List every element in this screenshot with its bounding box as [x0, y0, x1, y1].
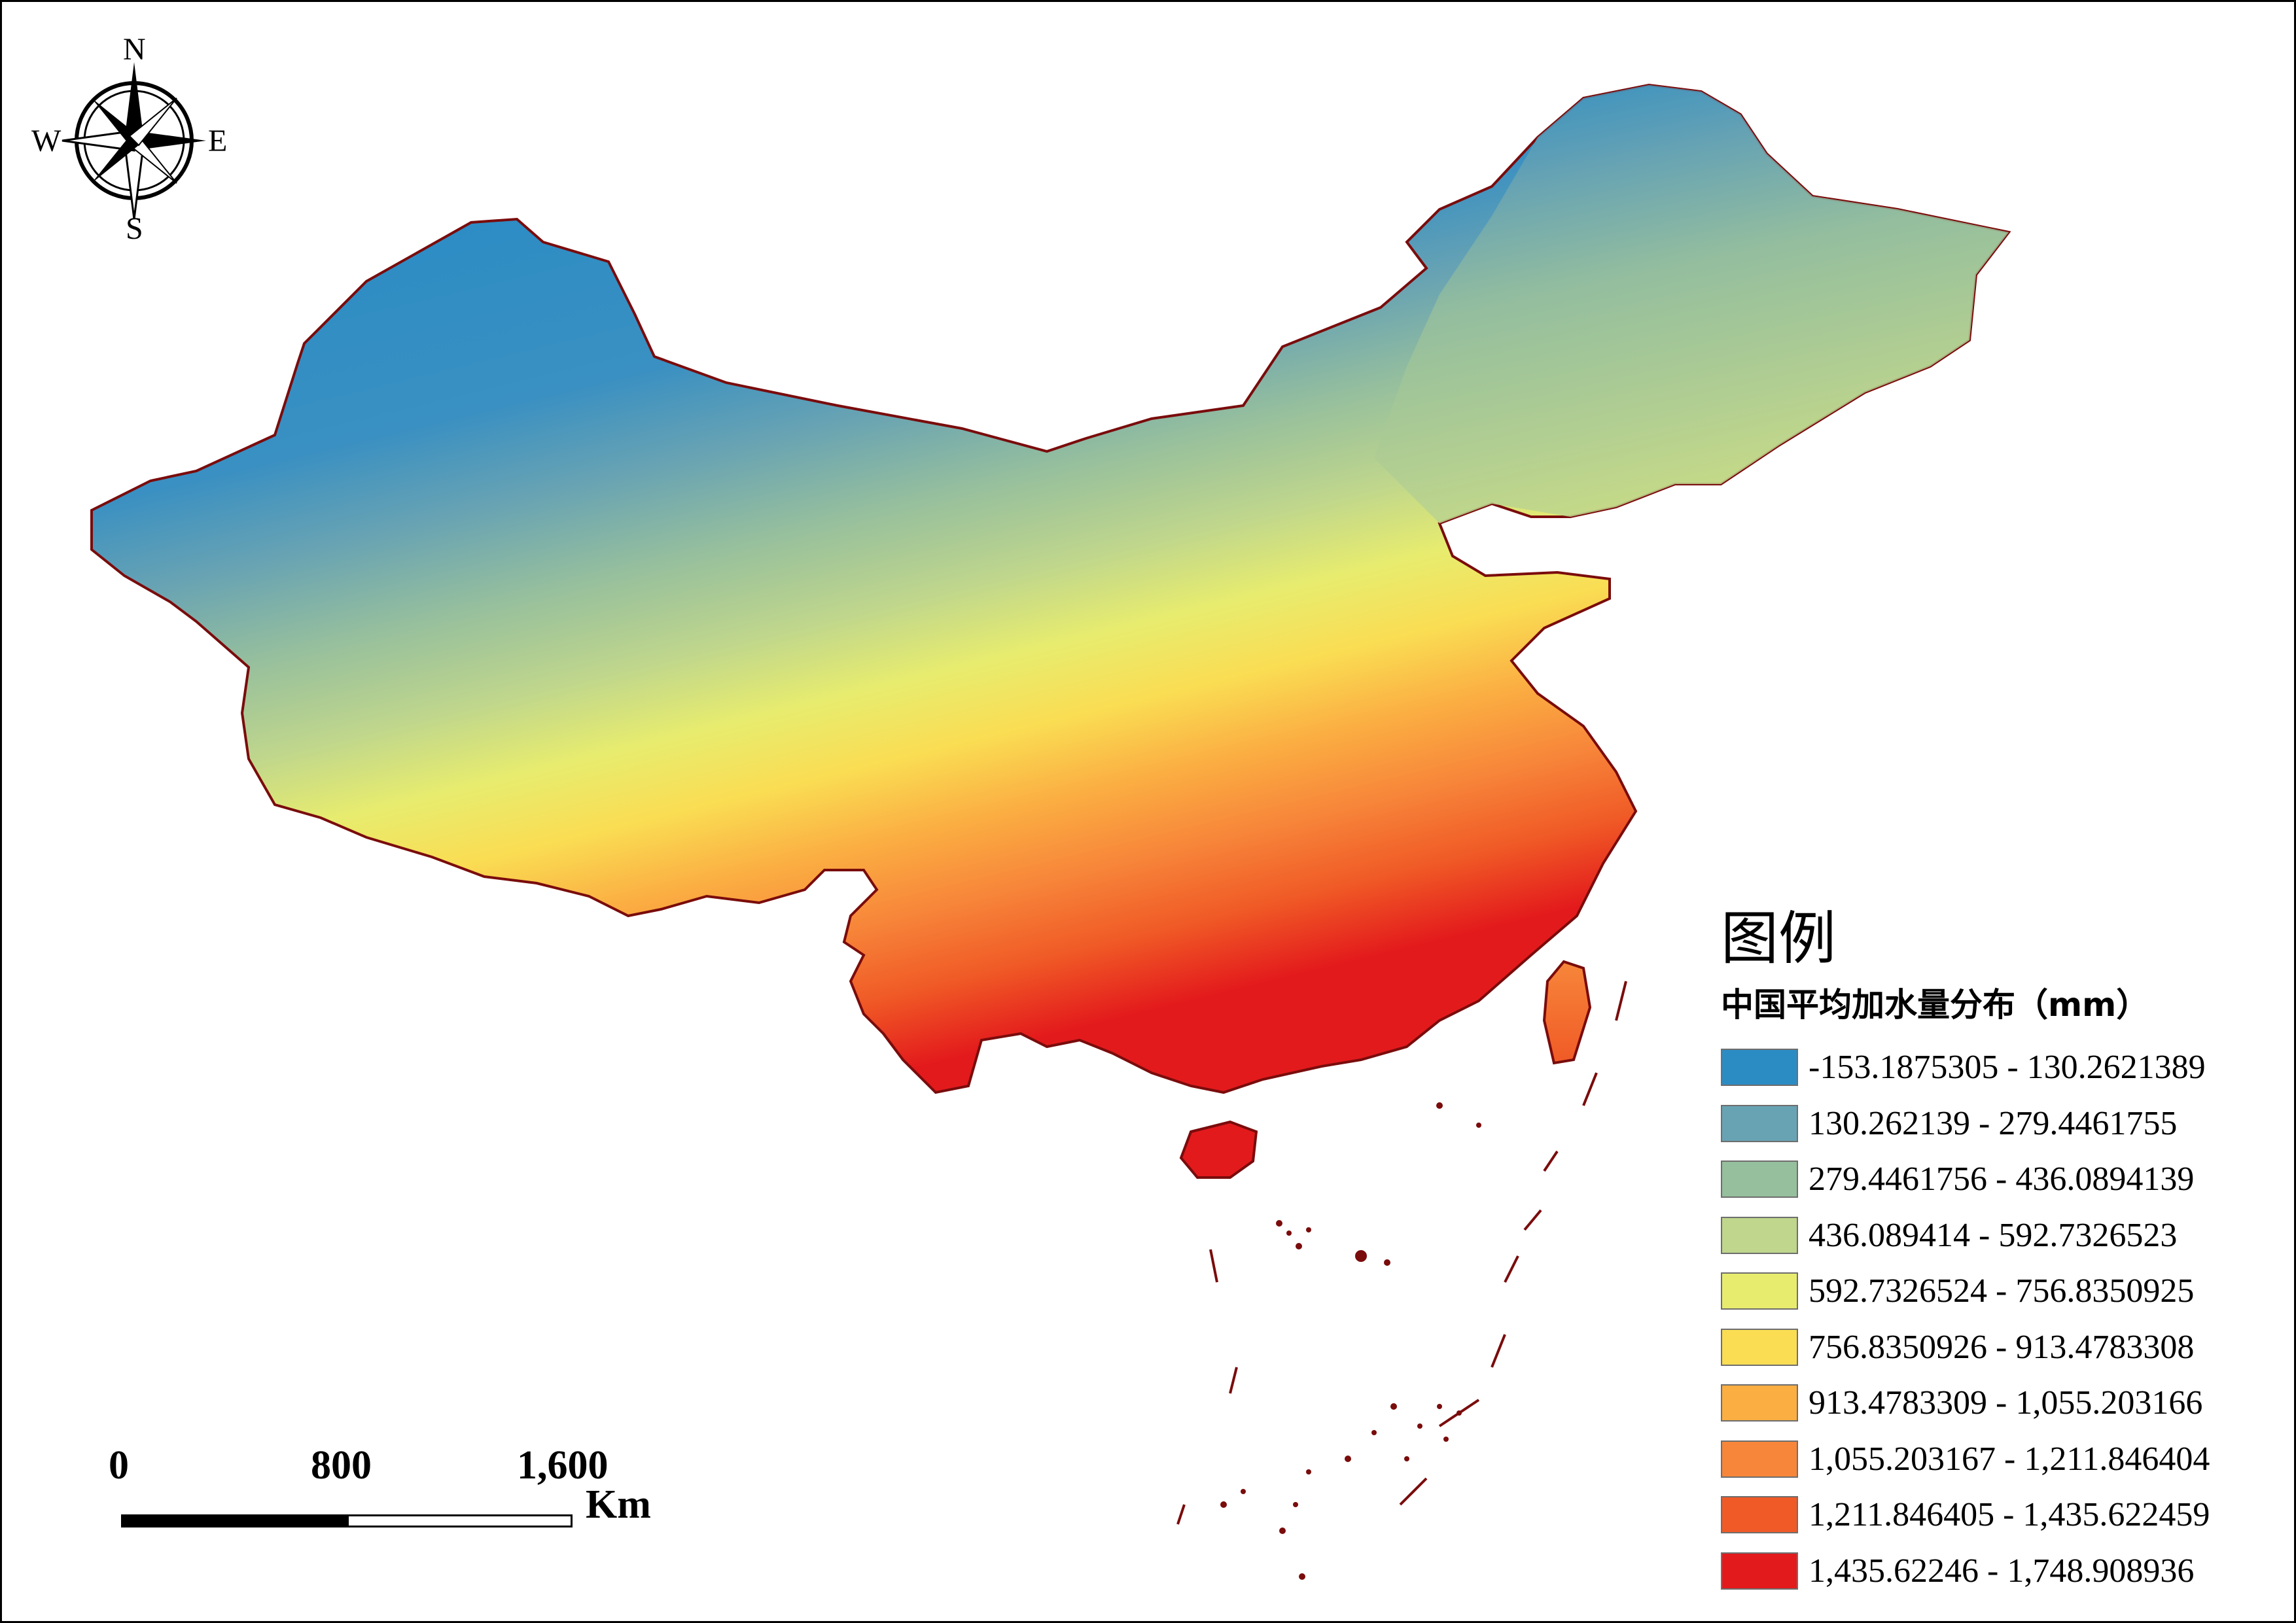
legend-label: 130.262139 - 279.4461755	[1809, 1104, 2178, 1142]
compass-south: S	[126, 211, 143, 246]
legend-swatch	[1721, 1328, 1798, 1366]
hainan-island	[1179, 1120, 1258, 1179]
legend-item: 1,211.846405 - 1,435.622459	[1721, 1487, 2284, 1543]
legend-swatch	[1721, 1272, 1798, 1310]
south-sea-islands	[1220, 1102, 1481, 1580]
legend-item: 913.4783309 - 1,055.203166	[1721, 1375, 2284, 1431]
scale-bar: 0 800 1,600 Km	[105, 1442, 694, 1547]
legend-item: 592.7326524 - 756.8350925	[1721, 1263, 2284, 1319]
compass-north: N	[123, 32, 146, 67]
legend-swatch	[1721, 1049, 1798, 1087]
legend-label: 279.4461756 - 436.0894139	[1809, 1161, 2195, 1198]
legend-item: 756.8350926 - 913.4783308	[1721, 1319, 2284, 1376]
scale-unit: Km	[586, 1482, 651, 1527]
legend-swatch	[1721, 1496, 1798, 1534]
taiwan-island	[1542, 960, 1592, 1065]
legend-swatch	[1721, 1216, 1798, 1254]
compass-east: E	[208, 124, 228, 158]
legend-label: 436.089414 - 592.7326523	[1809, 1216, 2178, 1254]
legend-label: 1,211.846405 - 1,435.622459	[1809, 1496, 2210, 1534]
legend-item: 130.262139 - 279.4461755	[1721, 1096, 2284, 1152]
legend-item: 436.089414 - 592.7326523	[1721, 1208, 2284, 1264]
legend-item: -153.1875305 - 130.2621389	[1721, 1039, 2284, 1096]
legend-label: 1,435.62246 - 1,748.908936	[1809, 1552, 2195, 1590]
northeast-region	[1374, 85, 2009, 523]
north-arrow: N S W E	[26, 26, 242, 246]
legend-swatch	[1721, 1440, 1798, 1478]
legend-label: 756.8350926 - 913.4783308	[1809, 1328, 2195, 1366]
legend-label: -153.1875305 - 130.2621389	[1809, 1049, 2206, 1087]
legend-swatch	[1721, 1161, 1798, 1198]
legend-swatch	[1721, 1552, 1798, 1590]
scale-tick-1600: 1,600	[517, 1443, 609, 1488]
compass-west: W	[31, 124, 62, 158]
legend-swatch	[1721, 1384, 1798, 1422]
scale-bar-white-segment	[347, 1514, 573, 1527]
legend-item: 279.4461756 - 436.0894139	[1721, 1151, 2284, 1208]
scale-tick-0: 0	[109, 1443, 129, 1488]
legend-label: 1,055.203167 - 1,211.846404	[1809, 1440, 2210, 1478]
legend-subtitle: 中国平均加水量分布（mm）	[1721, 986, 2149, 1024]
south-sea-boundary	[1176, 981, 1627, 1525]
legend-swatch	[1721, 1104, 1798, 1142]
legend-label: 913.4783309 - 1,055.203166	[1809, 1384, 2203, 1422]
scale-tick-800: 800	[311, 1443, 372, 1488]
legend-item: 1,435.62246 - 1,748.908936	[1721, 1543, 2284, 1599]
legend-item: 1,055.203167 - 1,211.846404	[1721, 1431, 2284, 1488]
compass-rose-icon	[62, 62, 206, 220]
legend-label: 592.7326524 - 756.8350925	[1809, 1272, 2195, 1310]
legend: 图例 中国平均加水量分布（mm） -153.1875305 - 130.2621…	[1721, 906, 2284, 1599]
legend-classes: -153.1875305 - 130.2621389 130.262139 - …	[1721, 1039, 2284, 1599]
scale-bar-black-segment	[121, 1514, 347, 1527]
legend-title: 图例	[1721, 905, 1837, 972]
